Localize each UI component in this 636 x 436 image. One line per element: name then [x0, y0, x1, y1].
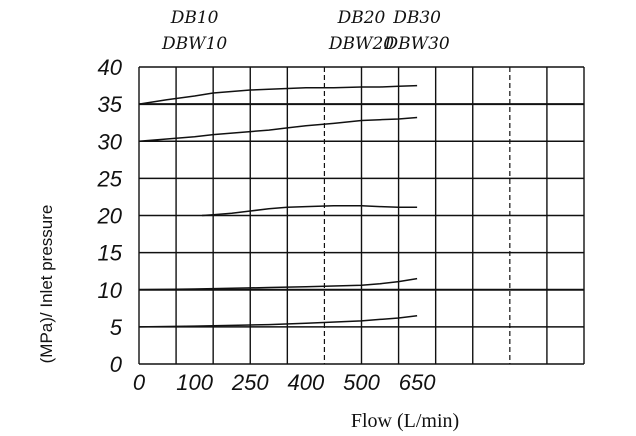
y-tick-label: 0 — [110, 352, 123, 377]
x-tick-label: 400 — [288, 370, 325, 395]
x-tick-label: 250 — [231, 370, 269, 395]
pressure-curve — [138, 277, 418, 291]
y-tick-label: 20 — [97, 204, 123, 229]
size-label-line2: DBW30 — [384, 34, 450, 54]
x-tick-label: 650 — [399, 370, 436, 395]
y-axis-label: (MPa)/ Inlet pressure — [37, 205, 56, 364]
y-tick-label: 35 — [98, 92, 123, 117]
y-tick-label: 30 — [98, 129, 123, 154]
y-tick-label: 40 — [98, 55, 123, 80]
pressure-curve — [138, 84, 418, 105]
x-tick-label: 0 — [133, 370, 146, 395]
x-tick-label: 100 — [176, 370, 213, 395]
x-tick-label: 500 — [343, 370, 380, 395]
y-tick-label: 15 — [98, 241, 123, 266]
y-tick-label: 25 — [97, 166, 123, 191]
size-label-line1: DB10 — [170, 8, 219, 28]
size-label-line2: DBW10 — [161, 34, 227, 54]
size-label-line1: DB20 — [337, 8, 386, 28]
y-tick-label: 5 — [110, 315, 123, 340]
series-layer — [138, 84, 418, 328]
pressure-curve — [201, 205, 418, 217]
x-axis-label: Flow (L/min) — [351, 410, 459, 432]
y-tick-label: 10 — [98, 278, 123, 303]
pressure-curve — [138, 314, 418, 328]
size-labels: DB10 DBW10 DB20 DBW20 DB30 DBW30 — [161, 8, 450, 54]
size-label-line2: DBW20 — [328, 34, 394, 54]
pressure-curve — [138, 116, 418, 143]
size-label-line1: DB30 — [392, 8, 441, 28]
